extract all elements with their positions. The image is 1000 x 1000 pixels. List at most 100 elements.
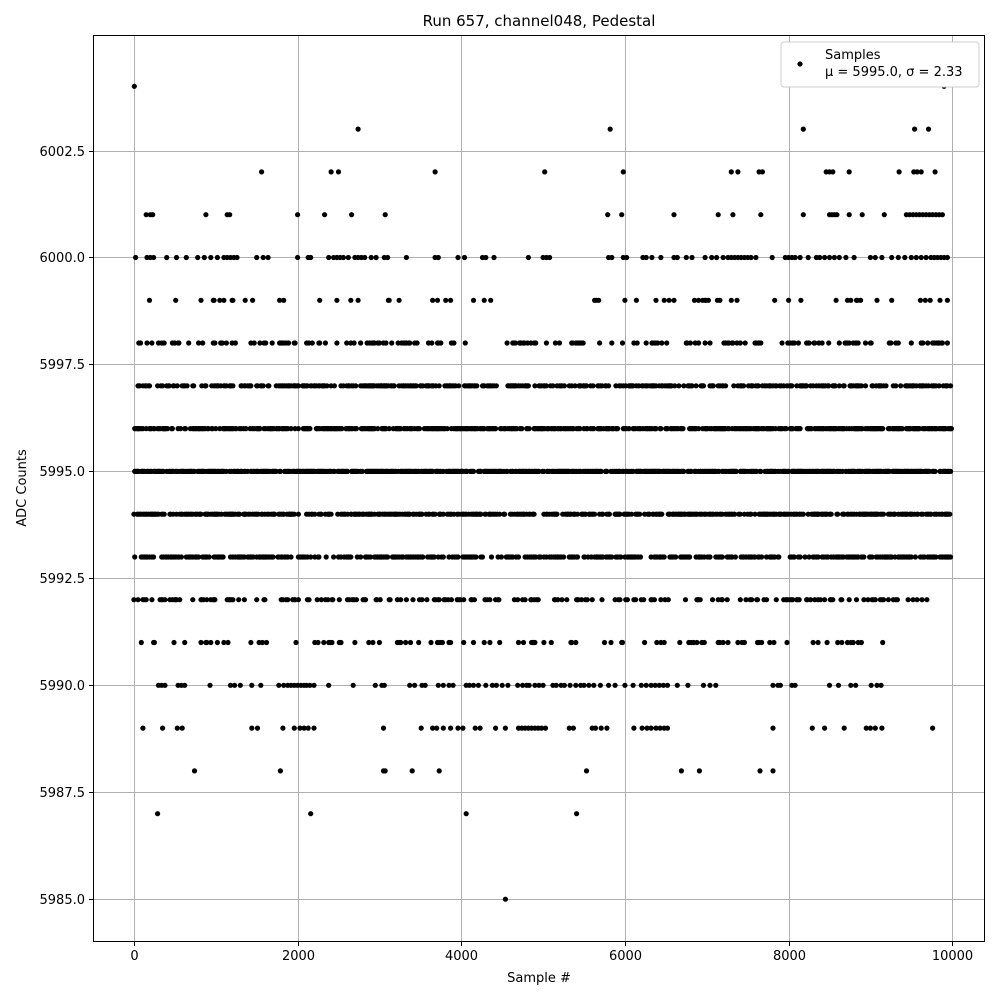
data-point — [771, 639, 777, 646]
data-point — [569, 639, 575, 646]
data-point — [748, 511, 754, 517]
data-point — [281, 682, 287, 688]
data-point — [305, 725, 311, 731]
data-point — [330, 597, 336, 603]
data-point — [295, 426, 301, 432]
data-point — [734, 297, 740, 303]
data-point — [643, 254, 649, 261]
data-point — [324, 383, 330, 389]
data-point — [352, 639, 358, 646]
data-point — [281, 297, 287, 303]
data-point — [212, 597, 218, 603]
data-points — [131, 83, 955, 902]
data-point — [254, 254, 260, 261]
data-point — [809, 725, 815, 731]
data-point — [710, 383, 716, 389]
data-point — [836, 340, 842, 346]
data-point — [436, 768, 442, 774]
data-point — [258, 682, 264, 688]
data-point — [182, 682, 188, 688]
legend: Samples μ = 5995.0, σ = 2.33 — [780, 41, 980, 88]
data-point — [715, 212, 721, 218]
data-point — [428, 639, 434, 646]
data-point — [714, 254, 720, 261]
data-point — [592, 725, 599, 731]
data-point — [720, 639, 726, 646]
data-point — [580, 340, 586, 346]
data-point — [434, 297, 441, 303]
data-point — [368, 254, 374, 261]
data-point — [879, 254, 885, 261]
data-point — [591, 426, 597, 432]
plot-frame — [93, 35, 985, 942]
data-point — [948, 468, 954, 474]
data-point — [277, 297, 283, 303]
data-point — [161, 511, 167, 517]
data-point — [326, 682, 332, 688]
data-point — [440, 511, 446, 517]
data-point — [573, 639, 579, 646]
data-point — [532, 383, 538, 389]
data-point — [150, 212, 156, 218]
data-point — [777, 682, 784, 688]
data-point — [839, 639, 845, 646]
data-point — [446, 682, 452, 688]
data-point — [359, 468, 365, 474]
data-point — [552, 340, 559, 346]
data-point — [570, 725, 577, 731]
data-point — [383, 340, 389, 346]
data-point — [685, 682, 691, 688]
data-point — [420, 554, 426, 560]
data-point — [250, 297, 256, 303]
data-point — [800, 212, 806, 218]
data-point — [802, 554, 808, 560]
data-point — [922, 297, 928, 303]
data-point — [561, 383, 568, 389]
data-point — [724, 597, 730, 603]
data-point — [242, 297, 248, 303]
data-point — [413, 383, 419, 389]
data-point — [212, 340, 218, 346]
data-point — [653, 297, 659, 303]
data-point — [862, 383, 869, 389]
data-point — [173, 254, 180, 261]
data-point — [598, 468, 604, 474]
data-point — [532, 682, 538, 688]
data-point — [206, 554, 212, 560]
data-point — [868, 340, 874, 346]
data-point — [573, 682, 579, 688]
data-point — [214, 254, 220, 261]
data-point — [678, 768, 685, 774]
data-point — [779, 340, 785, 346]
data-point — [184, 383, 190, 389]
y-tick-label: 6002.5 — [40, 145, 86, 160]
data-point — [336, 597, 342, 603]
data-point — [783, 426, 789, 432]
data-point — [730, 212, 736, 218]
data-point — [689, 383, 695, 389]
data-point — [696, 426, 702, 432]
data-point — [648, 682, 654, 688]
data-point — [937, 297, 943, 303]
data-point — [502, 896, 508, 902]
data-point — [429, 340, 435, 346]
data-point — [769, 254, 775, 261]
data-point — [386, 297, 392, 303]
data-point — [505, 682, 511, 688]
y-tick-label: 5997.5 — [40, 358, 86, 373]
data-point — [879, 725, 885, 731]
data-point — [190, 597, 196, 603]
data-point — [295, 597, 301, 603]
data-point — [424, 597, 430, 603]
data-point — [672, 383, 678, 389]
data-point — [550, 383, 556, 389]
data-point — [702, 340, 708, 346]
y-tick-label: 5995.0 — [40, 465, 86, 480]
data-point — [826, 682, 833, 688]
data-point — [770, 768, 776, 774]
data-point — [462, 340, 468, 346]
data-point — [867, 725, 874, 731]
data-point — [896, 169, 902, 175]
data-point — [920, 340, 926, 346]
data-point — [923, 254, 929, 261]
